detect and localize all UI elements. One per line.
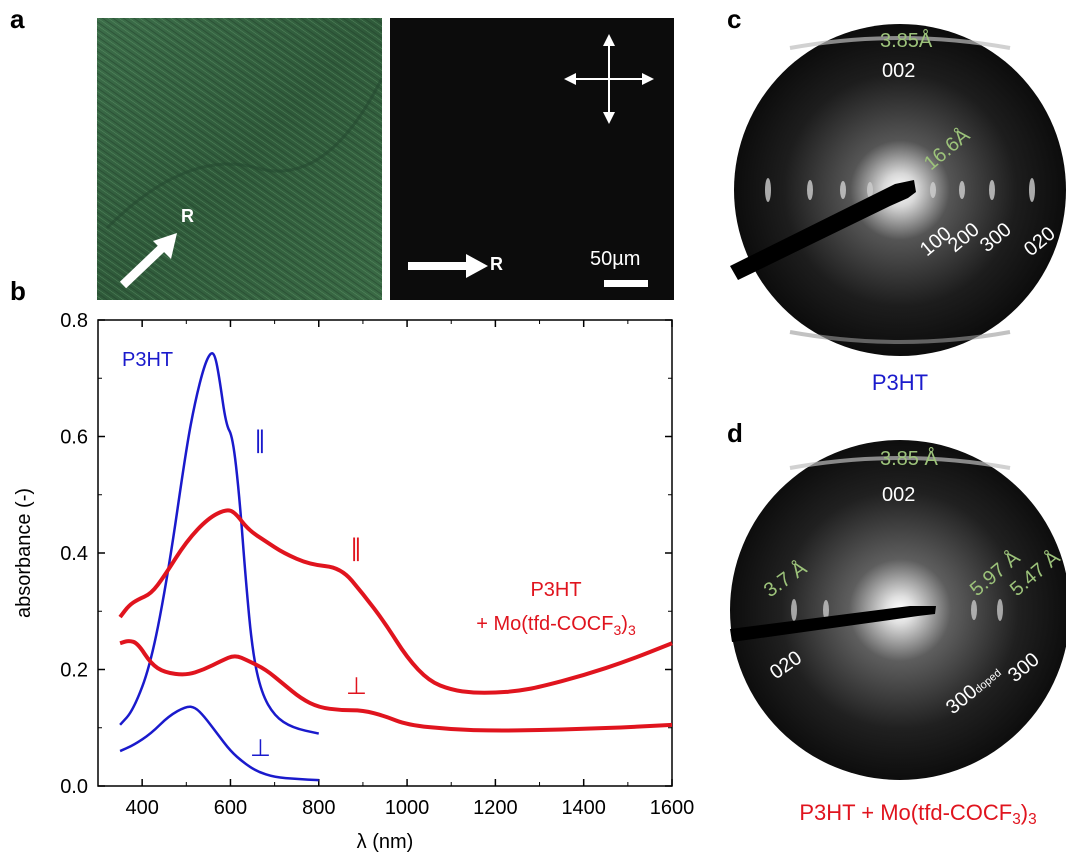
annotation-p3ht: P3HT xyxy=(122,349,173,371)
x-tick-label: 1600 xyxy=(650,797,695,819)
x-tick-label: 1200 xyxy=(473,797,518,819)
x-tick-label: 600 xyxy=(214,797,247,819)
y-tick-label: 0.6 xyxy=(60,427,88,449)
annotation-doped: + Mo(tfd-COCF3)3 xyxy=(476,613,636,638)
y-tick-label: 0.8 xyxy=(60,310,88,332)
reflection-label: 002 xyxy=(882,60,916,82)
scale-bar xyxy=(604,280,648,287)
panel-label-b: b xyxy=(10,276,26,306)
y-axis-label: absorbance (-) xyxy=(13,488,35,618)
x-tick-label: 800 xyxy=(302,797,335,819)
series-line-3 xyxy=(119,639,673,733)
annotation-parallel: ∥ xyxy=(254,427,266,454)
saed-pattern-p3ht: 3.85Å 002 16.6Å 100 200 300 020 xyxy=(730,18,1066,358)
panel-label-a: a xyxy=(10,4,25,34)
annotation-perpendicular: ⊥ xyxy=(250,735,271,762)
d-spacing-label: 3.85Å xyxy=(880,30,933,52)
saed-caption-p3ht: P3HT xyxy=(871,370,929,395)
y-tick-label: 0.0 xyxy=(60,776,88,798)
d-spacing-label: 3.85 Å xyxy=(880,448,938,470)
micrograph-parallel: R xyxy=(97,18,382,300)
x-tick-label: 1000 xyxy=(385,797,430,819)
beam-stop xyxy=(730,180,916,280)
x-tick-label: 1400 xyxy=(561,797,606,819)
annotation-perpendicular: ⊥ xyxy=(346,673,367,700)
reflection-label: 002 xyxy=(882,484,916,506)
series-line-0 xyxy=(119,352,320,735)
series-line-1 xyxy=(119,705,319,782)
rubbing-direction-label: R xyxy=(181,206,194,226)
y-tick-label: 0.2 xyxy=(60,660,88,682)
crossed-polarizers-icon xyxy=(564,34,654,124)
micrograph-perpendicular: R 50µm xyxy=(390,18,674,300)
rubbing-direction-label: R xyxy=(490,254,503,274)
annotation-parallel: ∥ xyxy=(350,535,362,562)
saed-caption-doped: P3HT + Mo(tfd-COCF3)3 xyxy=(799,800,1037,828)
scale-bar-label: 50µm xyxy=(590,248,641,270)
x-tick-label: 400 xyxy=(125,797,158,819)
beam-stop xyxy=(730,606,936,642)
y-tick-label: 0.4 xyxy=(60,543,88,565)
series-line-2 xyxy=(118,508,673,695)
panel-label-c: c xyxy=(727,4,742,34)
annotation-doped: P3HT xyxy=(530,579,581,601)
absorbance-chart: 400 600 800 1000 1200 1400 1600 0.0 0.2 0.4 0.6 0.8… xyxy=(13,310,695,853)
rubbing-direction-arrow-icon xyxy=(408,254,488,278)
saed-pattern-doped: 3.85 Å 002 3.7 Å 5.97 Å 5.47 Å 020 300do… xyxy=(730,434,1070,786)
x-axis-label: λ (nm) xyxy=(357,831,414,853)
rubbing-direction-arrow-icon xyxy=(119,233,177,289)
panel-label-d: d xyxy=(727,418,743,448)
